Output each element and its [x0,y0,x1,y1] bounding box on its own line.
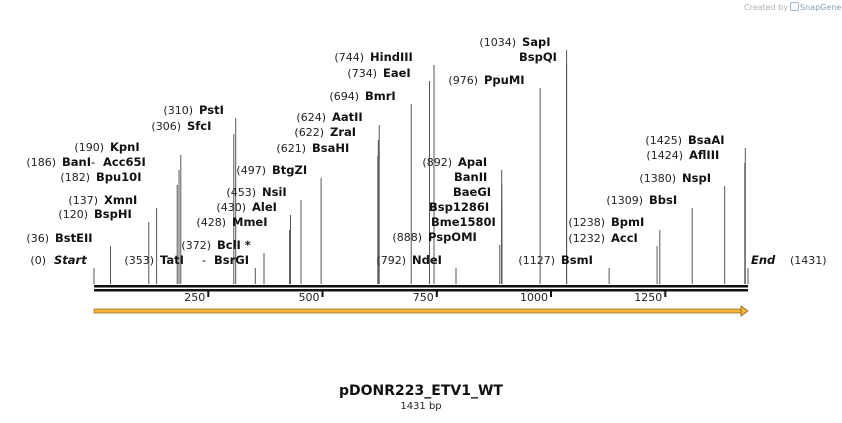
cut-site-label: ApaI [458,155,487,169]
cut-site-label: BspHI [94,207,132,221]
cut-site-label: BsaHI [312,141,349,155]
cut-site-label: Bpu10I [96,170,141,184]
cut-site-position: (621) [276,142,306,155]
cut-site-label: PpuMI [484,73,525,87]
cut-site-position: (888) [392,231,422,244]
cut-site-position: (1232) [568,232,605,245]
snapgene-logo-icon [790,2,800,11]
feature-arrow-body [93,308,743,314]
plasmid-name: pDONR223_ETV1_WT [339,383,503,399]
plasmid-length: 1431 bp [400,401,442,412]
cut-site-label: HindIII [370,50,413,64]
cut-site-label: BpmI [611,215,644,229]
cut-site-label: BstEII [55,231,93,245]
cut-site-position: (1127) [518,254,555,267]
cut-site-position: (622) [294,126,324,139]
cut-site-label: NspI [682,171,711,185]
scale-tick-label: 1250 [634,291,662,304]
cut-site-position: (792) [376,254,406,267]
start-position: (0) [30,254,46,267]
credit-brand: SnapGene [800,3,842,12]
cut-site-label: KpnI [110,140,140,154]
cut-site-position: (36) [26,232,49,245]
end-label: End [751,253,776,267]
cut-site-label: AflIII [689,148,719,162]
cut-site-position: (624) [296,111,326,124]
cut-site-label: SfcI [187,119,211,133]
scale-tick-label: 250 [184,291,205,304]
cut-site-label: Acc65I [103,155,146,169]
cut-site-label: SapI [522,35,551,49]
credit-prefix: Created by [744,3,789,12]
cut-site-position: (306) [151,120,181,133]
cut-site-position: (1238) [568,216,605,229]
cut-site-position: (1034) [479,36,516,49]
cut-site-position: (137) [68,194,98,207]
scale-tick-label: 750 [413,291,434,304]
scale-tick-label: 500 [299,291,320,304]
cut-site-position: (120) [58,208,88,221]
cut-site-position: (353) [124,254,154,267]
cut-site-position: (190) [74,141,104,154]
snapgene-credit: Created by SnapGene [744,2,841,12]
cut-site-position: (1425) [645,134,682,147]
cut-site-label: BanII [454,170,487,184]
cut-site-position: (430) [216,201,246,214]
cut-site-label: Bme1580I [431,215,496,229]
label-separator: - [202,253,206,267]
cut-site-position: (310) [163,104,193,117]
cut-site-position: (428) [196,216,226,229]
cut-site-label: TatI [160,253,184,267]
cut-site-position: (694) [329,90,359,103]
cut-site-position: (976) [448,74,478,87]
cut-site-position: (182) [60,171,90,184]
cut-site-label: BtgZI [272,163,307,177]
cut-site-position: (1380) [639,172,676,185]
label-separator: - [91,155,95,169]
cut-site-label: PspOMI [428,230,477,244]
cut-site-label: BmrI [365,89,396,103]
cut-site-label: PstI [199,103,224,117]
cut-site-position: (744) [334,51,364,64]
cut-site-position: (186) [26,156,56,169]
cut-site-label: BspQI [519,50,557,64]
cut-site-label: BbsI [649,193,677,207]
cut-site-label: Bsp1286I [429,200,489,214]
cut-site-label: ZraI [330,125,356,139]
cut-site-label: BsaAI [688,133,725,147]
end-position: (1431) [790,254,827,267]
cut-site-position: (372) [181,239,211,252]
cut-site-position: (734) [347,67,377,80]
cut-site-label: MmeI [232,215,268,229]
cut-site-label: XmnI [104,193,137,207]
cut-site-label: AccI [611,231,638,245]
cut-site-position: (892) [422,156,452,169]
scale-tick-label: 1000 [520,291,548,304]
backbone-bottom-strand [94,289,748,292]
cut-site-label: NdeI [412,253,442,267]
cut-site-label: BsmI [561,253,593,267]
cut-site-label: BsrGI [214,253,249,267]
cut-site-position: (1309) [606,194,643,207]
cut-site-position: (497) [236,164,266,177]
cut-site-label: BclI * [217,238,251,252]
cut-site-label: NsiI [262,185,287,199]
cut-site-position: (453) [226,186,256,199]
feature-arrow-head [740,305,749,317]
cut-site-label: AleI [252,200,277,214]
start-label: Start [54,253,87,267]
cut-site-label: AatII [332,110,363,124]
cut-site-label: BaeGI [453,185,491,199]
backbone-top-strand [94,285,748,288]
cut-site-label: BanI [62,155,91,169]
cut-site-label: EaeI [383,66,411,80]
cut-site-position: (1424) [646,149,683,162]
